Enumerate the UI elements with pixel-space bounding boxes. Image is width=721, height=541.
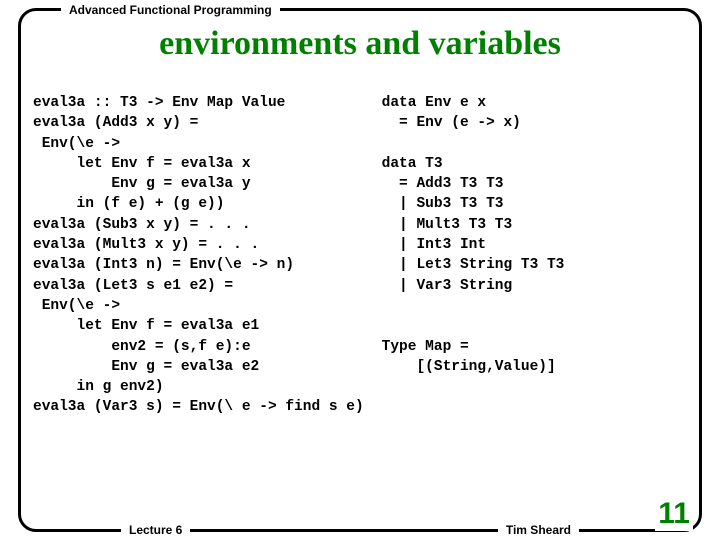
code-block: eval3a :: T3 -> Env Map Value eval3a (Ad… (33, 93, 687, 418)
slide-frame: Advanced Functional Programming environm… (18, 8, 702, 532)
page-number: 11 (655, 497, 693, 531)
slide-title: environments and variables (21, 25, 699, 63)
code-right-column: data Env e x = Env (e -> x) data T3 = Ad… (382, 93, 565, 418)
course-header: Advanced Functional Programming (61, 3, 280, 17)
lecture-footer: Lecture 6 (121, 523, 190, 537)
code-left-column: eval3a :: T3 -> Env Map Value eval3a (Ad… (33, 93, 364, 418)
author-footer: Tim Sheard (498, 523, 579, 537)
